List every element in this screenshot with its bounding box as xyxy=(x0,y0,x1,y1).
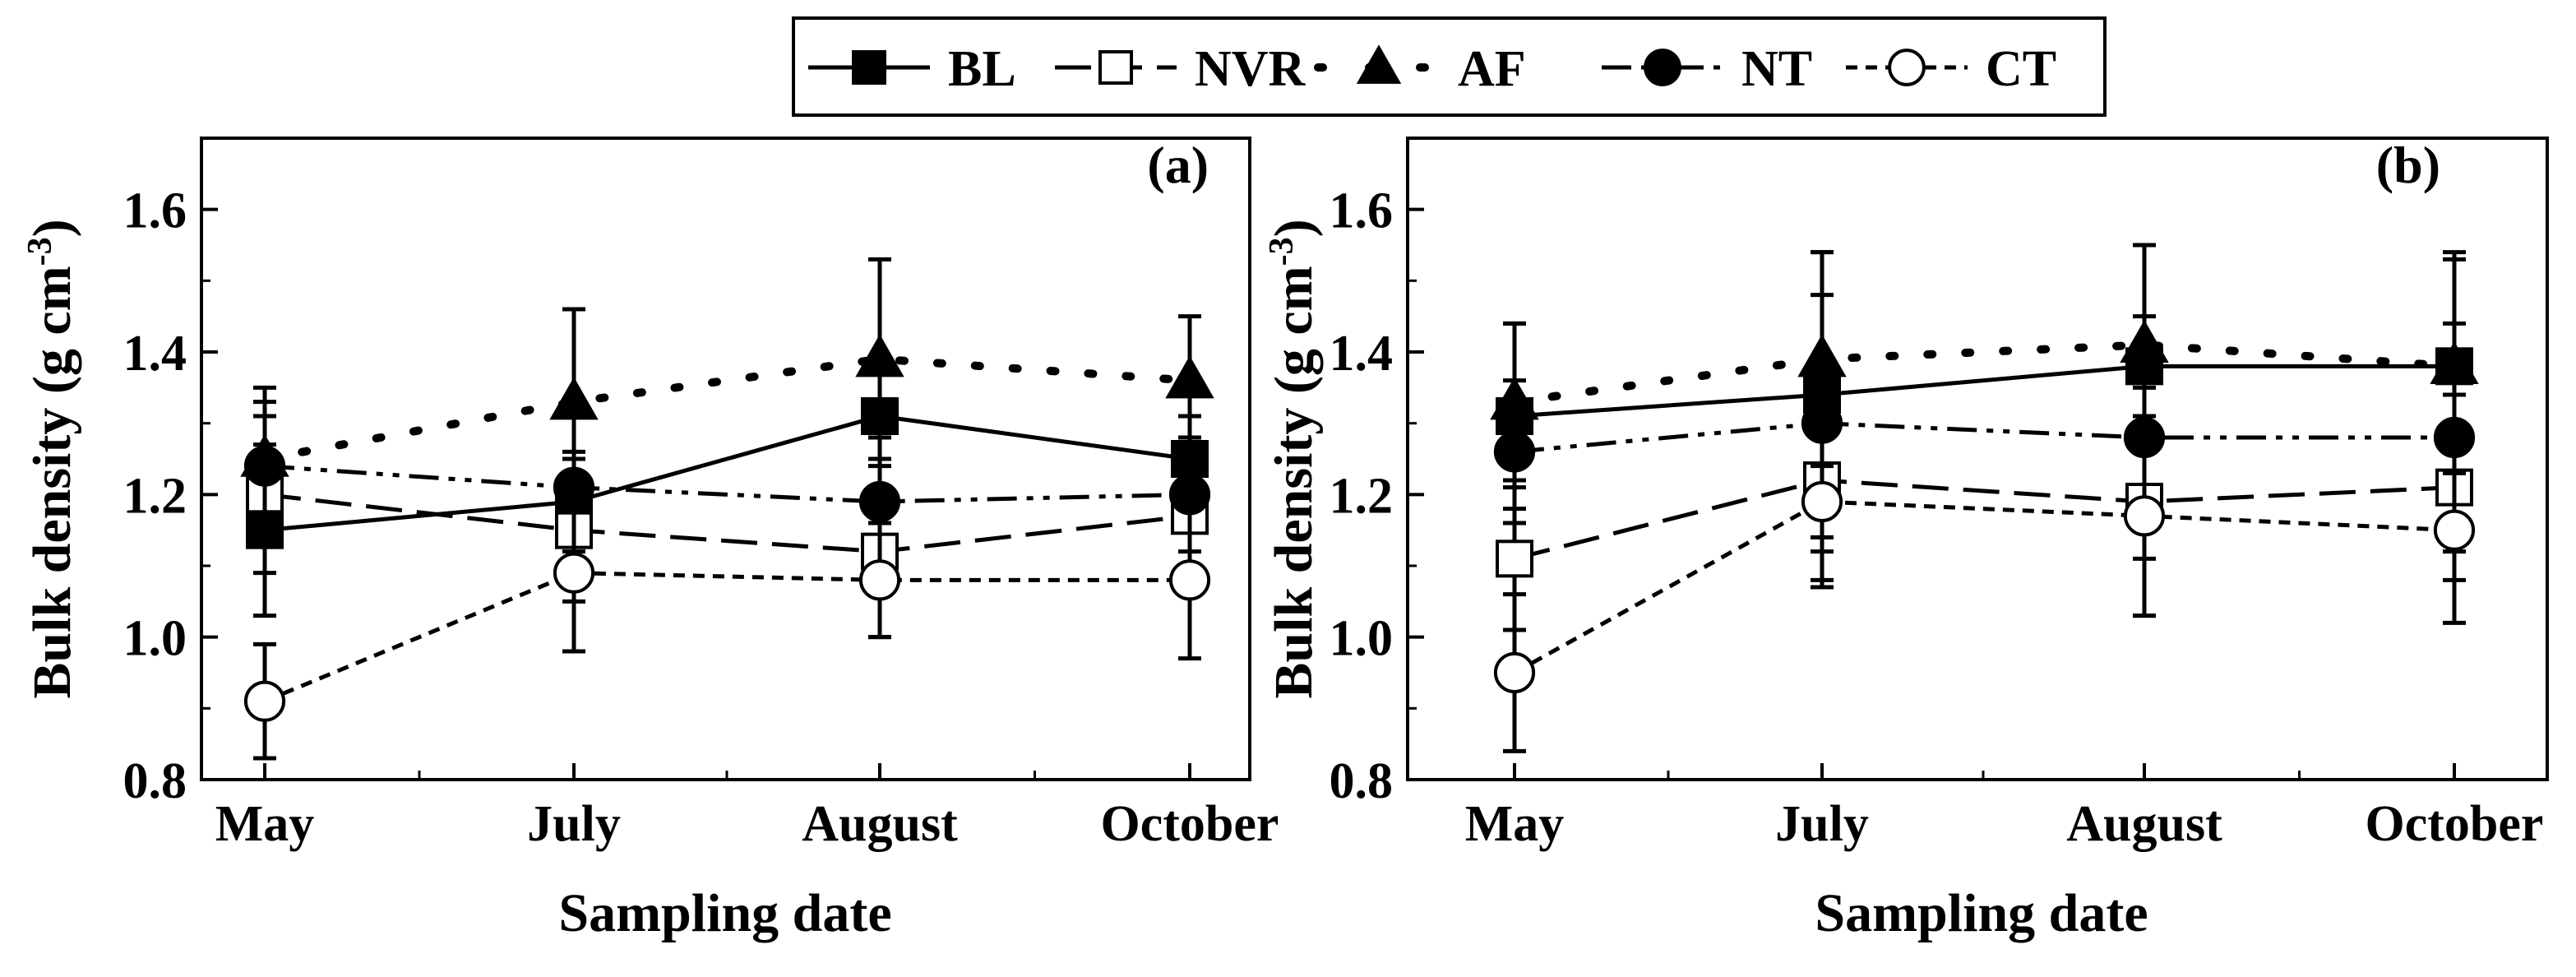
legend-label: NVR xyxy=(1195,41,1306,97)
y-axis-title: Bulk density (g cm-3) xyxy=(1263,219,1324,698)
legend-marker xyxy=(1644,49,1681,86)
legend-label: CT xyxy=(1986,41,2056,97)
data-point xyxy=(858,559,901,601)
panel-a: 0.8 1.0 1.2 1.4 1.6 May July August October Sampl… xyxy=(21,136,1279,943)
series-ct xyxy=(243,492,1211,761)
series-nvr xyxy=(1496,378,2473,632)
x-tick-label: May xyxy=(1465,796,1565,852)
y-tick-label: 1.4 xyxy=(1330,326,1394,382)
data-point xyxy=(1493,431,1536,473)
series-ct xyxy=(1493,414,2476,753)
data-point xyxy=(1496,539,1533,578)
data-point xyxy=(1165,355,1214,399)
y-tick-label: 1.2 xyxy=(1330,468,1394,524)
legend-item-ct: CT xyxy=(1846,41,2056,97)
data-point xyxy=(2433,509,2476,551)
series-line xyxy=(1510,340,2458,406)
legend: BL NVR AF NT CT xyxy=(792,16,2107,117)
data-point xyxy=(858,480,901,523)
data-point xyxy=(553,552,595,594)
data-point xyxy=(1801,480,1843,523)
panel-b: 0.8 1.0 1.2 1.4 1.6 May July August October Sampl… xyxy=(1263,136,2549,943)
x-tick-label: October xyxy=(2366,796,2544,852)
series-line xyxy=(1514,478,2455,561)
series-nt xyxy=(1493,293,2476,561)
series-line xyxy=(264,414,1191,533)
series-af xyxy=(1490,243,2479,483)
x-tick-label: May xyxy=(215,796,315,852)
series-line xyxy=(264,464,1191,504)
x-tick-label: July xyxy=(527,796,621,852)
y-tick-label: 1.6 xyxy=(123,183,187,239)
legend-item-af: AF xyxy=(1314,41,1526,97)
data-point xyxy=(1493,651,1536,694)
y-tick-label: 1.0 xyxy=(1330,611,1394,667)
y-tick-label: 0.8 xyxy=(1330,753,1394,809)
series-line xyxy=(1514,421,2454,454)
legend-marker xyxy=(1098,50,1133,85)
x-tick-label: August xyxy=(802,796,958,852)
data-point xyxy=(1168,559,1211,601)
x-tick-label: August xyxy=(2066,796,2222,852)
series-af xyxy=(240,257,1214,533)
data-point xyxy=(2123,495,2166,537)
y-tick-label: 1.2 xyxy=(123,468,187,524)
legend-item-nvr: NVR xyxy=(1055,41,1306,97)
y-tick-label: 0.8 xyxy=(123,753,187,809)
legend-label: BL xyxy=(948,41,1016,97)
legend-marker xyxy=(852,50,886,85)
legend-item-nt: NT xyxy=(1602,41,1812,97)
series-line xyxy=(264,571,1190,703)
data-point xyxy=(549,377,599,420)
legend-item-bl: BL xyxy=(808,41,1016,97)
series-line xyxy=(1513,499,2455,675)
data-point xyxy=(855,334,904,377)
y-tick-label: 1.0 xyxy=(123,611,187,667)
legend-label: NT xyxy=(1741,41,1812,97)
x-tick-label: July xyxy=(1775,796,1869,852)
y-axis-title: Bulk density (g cm-3) xyxy=(21,219,82,698)
legend-marker xyxy=(1356,44,1402,84)
panel-label: (a) xyxy=(1147,136,1209,194)
series-nvr xyxy=(246,414,1209,640)
data-point xyxy=(243,445,286,487)
legend-marker xyxy=(1888,49,1926,86)
x-axis-title: Sampling date xyxy=(558,883,891,943)
series-line xyxy=(1514,363,2454,419)
y-tick-label: 1.6 xyxy=(1330,183,1394,239)
x-tick-label: October xyxy=(1101,796,1279,852)
y-tick-label: 1.4 xyxy=(123,326,187,382)
panel-label: (b) xyxy=(2376,136,2440,194)
series-line xyxy=(264,492,1191,554)
data-point xyxy=(243,680,286,722)
x-axis-title: Sampling date xyxy=(1815,883,2148,943)
series-line xyxy=(261,354,1194,463)
legend-label: AF xyxy=(1458,41,1526,97)
plot-frame xyxy=(1406,137,2549,781)
